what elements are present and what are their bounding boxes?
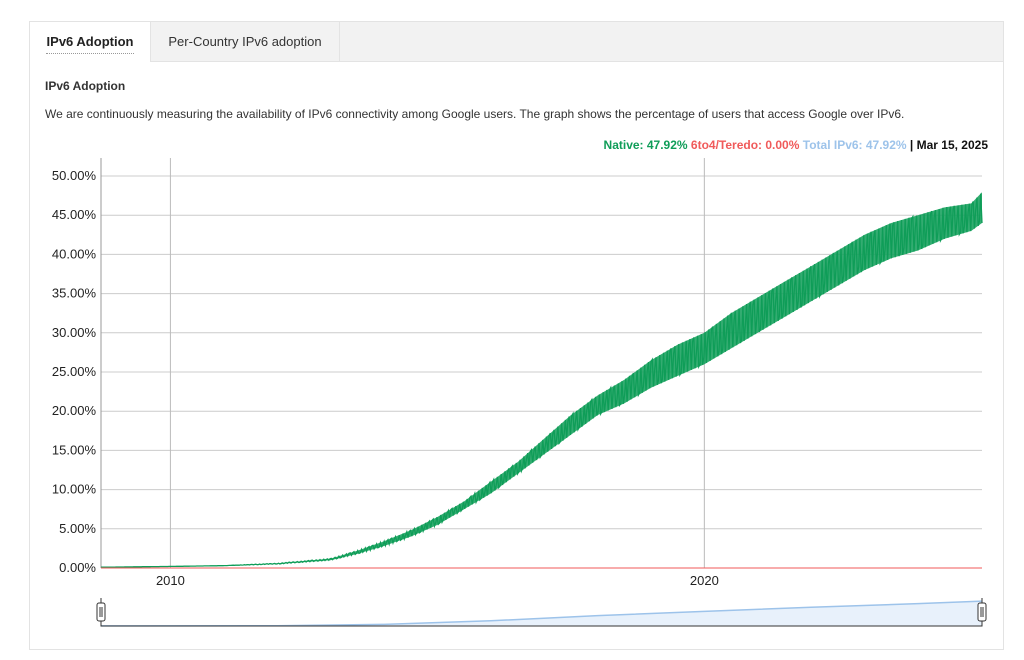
chart-legend: Native: 47.92% 6to4/Teredo: 0.00% Total … [604, 138, 988, 152]
tab-per-country[interactable]: Per-Country IPv6 adoption [151, 22, 340, 61]
legend-total: Total IPv6: 47.92% [802, 138, 907, 152]
legend-date: Mar 15, 2025 [916, 138, 988, 152]
y-tick-label: 35.00% [52, 286, 97, 301]
y-tick-label: 50.00% [52, 168, 97, 183]
x-tick-label: 2020 [690, 573, 719, 588]
chart-description: We are continuously measuring the availa… [45, 107, 905, 121]
y-tick-label: 5.00% [59, 521, 96, 536]
navigator-right-handle[interactable] [977, 602, 987, 622]
y-tick-label: 40.00% [52, 246, 97, 261]
y-tick-label: 20.00% [52, 403, 97, 418]
tab-ipv6-adoption[interactable]: IPv6 Adoption [30, 22, 151, 62]
legend-teredo: 6to4/Teredo: 0.00% [690, 138, 800, 152]
tab-active-underline [46, 53, 134, 54]
navigator-line [100, 600, 983, 627]
tab-ipv6-adoption-label: IPv6 Adoption [46, 34, 134, 49]
ipv6-panel: IPv6 Adoption Per-Country IPv6 adoption [29, 21, 1004, 650]
navigator-left-handle[interactable] [96, 602, 106, 622]
y-tick-label: 10.00% [52, 482, 97, 497]
section-title: IPv6 Adoption [45, 79, 126, 93]
y-tick-label: 15.00% [52, 442, 97, 457]
legend-native: Native: 47.92% [603, 138, 688, 152]
series-native-band [101, 192, 982, 568]
tab-per-country-label: Per-Country IPv6 adoption [168, 34, 322, 49]
y-tick-label: 30.00% [52, 325, 97, 340]
y-tick-label: 45.00% [52, 207, 97, 222]
x-tick-label: 2010 [156, 573, 185, 588]
tab-bar: IPv6 Adoption Per-Country IPv6 adoption [30, 22, 1003, 62]
y-tick-label: 25.00% [52, 364, 97, 379]
y-tick-label: 0.00% [59, 560, 96, 575]
legend-separator: | [906, 138, 917, 152]
navigator-area [101, 601, 982, 626]
